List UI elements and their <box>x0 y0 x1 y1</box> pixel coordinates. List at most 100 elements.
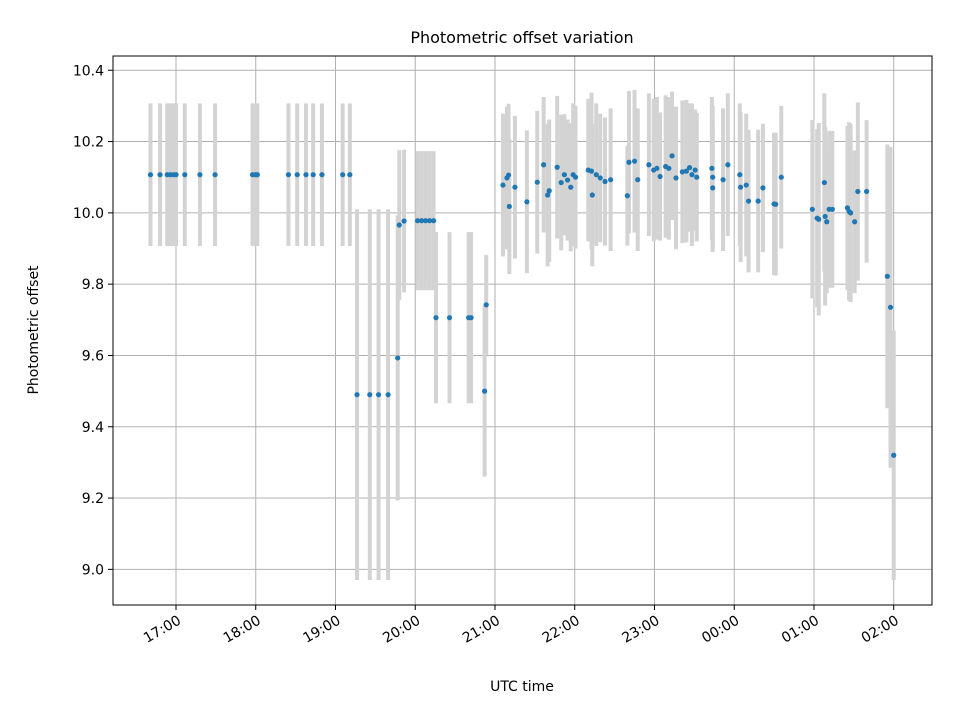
data-point <box>686 164 693 171</box>
data-point <box>340 172 346 178</box>
data-point <box>720 177 726 183</box>
data-point <box>589 192 595 198</box>
data-point <box>760 185 766 191</box>
data-point <box>506 203 512 210</box>
data-point <box>572 174 579 180</box>
data-point <box>375 392 382 398</box>
data-point <box>821 179 827 186</box>
data-point <box>367 392 373 398</box>
data-point <box>347 172 353 178</box>
y-tick-label: 9.2 <box>82 491 104 507</box>
y-tick-label: 9.4 <box>82 420 104 436</box>
data-point <box>415 218 421 224</box>
data-point <box>694 174 700 180</box>
data-point <box>395 355 401 361</box>
data-point <box>597 175 603 181</box>
data-point <box>426 218 433 224</box>
data-point <box>385 392 391 398</box>
data-point <box>689 172 695 178</box>
y-axis: 9.0 9.2 9.4 9.6 9.8 10.0 10.2 10.4 <box>73 63 113 578</box>
data-point <box>654 165 660 171</box>
data-point <box>673 175 679 181</box>
data-point <box>608 177 614 183</box>
data-point <box>446 315 453 321</box>
plot-frame <box>112 55 933 606</box>
data-point <box>635 177 641 183</box>
y-tick-label: 10.0 <box>73 206 104 222</box>
data-point <box>294 172 300 178</box>
data-points <box>147 153 897 458</box>
data-point <box>725 162 731 168</box>
data-point <box>666 165 672 171</box>
data-point <box>646 162 652 168</box>
data-point <box>709 165 715 171</box>
data-point <box>855 188 861 195</box>
data-point <box>679 169 685 175</box>
data-point <box>558 179 564 186</box>
data-point <box>546 188 552 194</box>
data-point <box>864 188 870 195</box>
data-point <box>848 210 854 216</box>
data-point <box>319 172 325 178</box>
data-point <box>778 174 784 180</box>
data-point <box>816 216 822 222</box>
data-point <box>182 172 188 178</box>
data-point <box>593 172 599 178</box>
data-point <box>829 206 835 212</box>
y-tick-label: 10.4 <box>73 63 104 79</box>
data-point <box>534 179 540 185</box>
y-tick-label: 9.0 <box>82 562 104 578</box>
data-point <box>824 219 830 225</box>
data-point <box>588 168 595 174</box>
data-point <box>197 172 203 178</box>
plot-area <box>113 56 932 605</box>
data-point <box>564 177 571 183</box>
data-point <box>419 218 425 224</box>
data-point <box>423 218 429 224</box>
data-point <box>683 168 689 174</box>
data-point <box>745 198 752 204</box>
data-point <box>500 182 506 188</box>
data-point <box>852 219 858 225</box>
data-point <box>483 302 489 308</box>
data-point <box>396 222 402 228</box>
y-axis-label: Photometric offset <box>26 265 42 395</box>
data-point <box>303 172 309 178</box>
data-point <box>738 184 744 190</box>
data-point <box>669 153 675 159</box>
data-point <box>512 184 518 190</box>
data-point <box>157 172 163 178</box>
data-point <box>743 182 749 188</box>
data-point <box>624 193 630 199</box>
y-tick-label: 9.8 <box>82 277 104 293</box>
data-point <box>173 172 179 178</box>
data-point <box>710 185 716 191</box>
data-point <box>147 172 154 178</box>
data-point <box>545 192 551 198</box>
data-point <box>430 218 437 224</box>
data-point <box>554 164 560 170</box>
data-point <box>254 172 260 178</box>
data-point <box>524 199 530 205</box>
data-point <box>822 213 828 220</box>
data-point <box>891 452 897 458</box>
data-point <box>755 198 761 204</box>
data-point <box>212 172 218 178</box>
data-point <box>809 206 815 212</box>
data-point <box>631 158 638 164</box>
data-point <box>884 273 890 279</box>
data-point <box>568 184 574 190</box>
y-tick-label: 10.2 <box>73 135 104 151</box>
data-point <box>401 218 407 224</box>
data-point <box>468 315 474 321</box>
data-point <box>541 162 547 168</box>
data-point <box>657 173 663 180</box>
x-axis-label: UTC time <box>490 679 554 695</box>
data-point <box>692 167 698 173</box>
data-point <box>285 172 292 178</box>
data-point <box>602 178 608 185</box>
data-point <box>482 388 488 394</box>
data-point <box>505 172 512 178</box>
data-point <box>737 172 743 178</box>
